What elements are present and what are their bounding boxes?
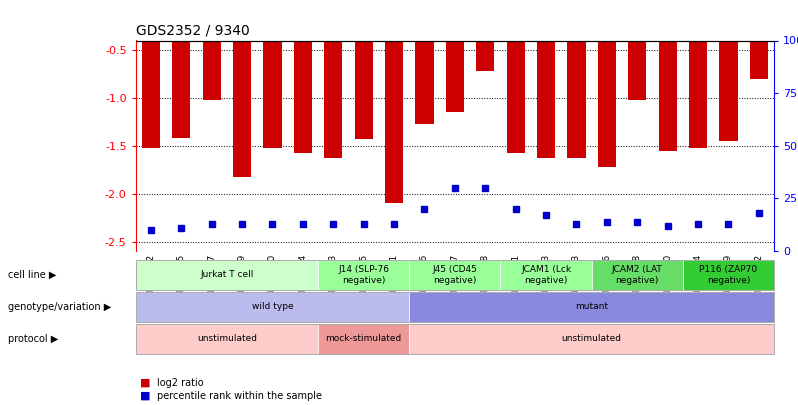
Bar (142, 2, 160, 148)
Bar (446, 2, 464, 112)
Text: unstimulated: unstimulated (197, 335, 257, 343)
Text: GDS2352 / 9340: GDS2352 / 9340 (136, 24, 250, 38)
Text: mock-stimulated: mock-stimulated (326, 335, 401, 343)
Text: ■: ■ (140, 391, 150, 401)
Text: J14 (SLP-76
negative): J14 (SLP-76 negative) (338, 265, 389, 285)
Text: ■: ■ (140, 378, 150, 388)
Bar (689, 2, 707, 148)
Bar (567, 2, 586, 158)
Bar (263, 2, 282, 148)
Bar (385, 2, 403, 203)
Text: wild type: wild type (251, 303, 294, 311)
Bar (628, 2, 646, 100)
Bar (415, 2, 433, 124)
Bar (658, 2, 677, 151)
Text: log2 ratio: log2 ratio (157, 378, 203, 388)
Bar (507, 2, 525, 153)
Bar (719, 2, 737, 141)
Bar (172, 2, 191, 138)
Bar (598, 2, 616, 167)
Text: J45 (CD45
negative): J45 (CD45 negative) (433, 265, 477, 285)
Bar (233, 2, 251, 177)
Bar (203, 2, 221, 100)
Bar (537, 2, 555, 158)
Bar (324, 2, 342, 158)
Text: P116 (ZAP70
negative): P116 (ZAP70 negative) (699, 265, 757, 285)
Text: Jurkat T cell: Jurkat T cell (200, 271, 254, 279)
Bar (476, 2, 495, 71)
Text: mutant: mutant (575, 303, 608, 311)
Bar (354, 2, 373, 139)
Text: JCAM1 (Lck
negative): JCAM1 (Lck negative) (521, 265, 571, 285)
Text: percentile rank within the sample: percentile rank within the sample (157, 391, 322, 401)
Text: cell line ▶: cell line ▶ (8, 270, 57, 280)
Text: unstimulated: unstimulated (562, 335, 622, 343)
Bar (750, 2, 768, 79)
Text: JCAM2 (LAT
negative): JCAM2 (LAT negative) (612, 265, 662, 285)
Bar (294, 2, 312, 153)
Text: protocol ▶: protocol ▶ (8, 334, 58, 344)
Text: genotype/variation ▶: genotype/variation ▶ (8, 302, 111, 312)
